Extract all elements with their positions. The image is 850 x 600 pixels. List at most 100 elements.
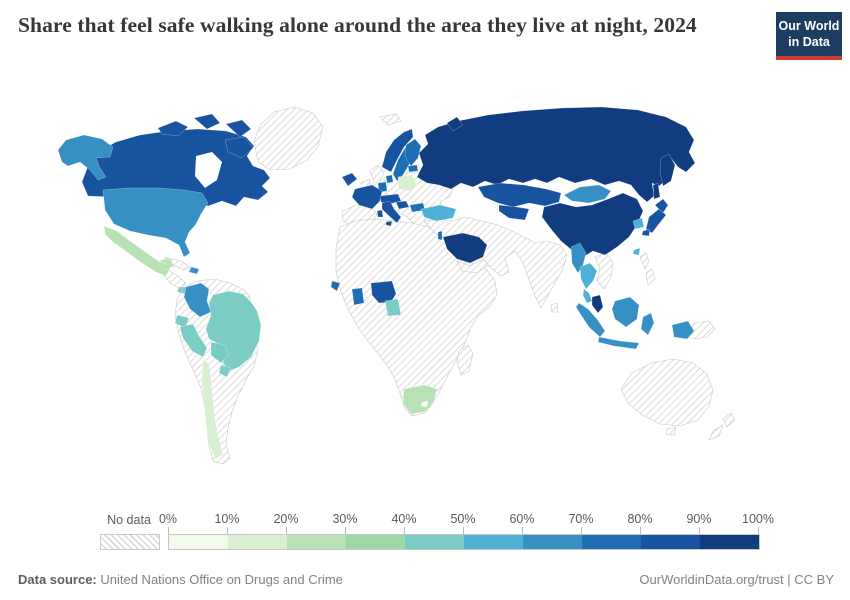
country-usa[interactable] (102, 187, 209, 258)
legend-tick-label-30%: 30% (332, 512, 358, 526)
country-poland[interactable] (397, 174, 418, 192)
country-malaysia[interactable] (591, 294, 604, 314)
country-italy[interactable] (376, 200, 402, 227)
country-chile[interactable] (201, 359, 224, 460)
country-west-papua[interactable] (671, 320, 695, 340)
legend-tick-mark (286, 527, 287, 534)
region-indochina-no-data[interactable] (594, 252, 614, 290)
country-java[interactable] (597, 336, 640, 350)
country-sumatra[interactable] (575, 302, 606, 338)
country-israel[interactable] (437, 230, 443, 241)
legend-segment-0-10%[interactable] (169, 535, 228, 549)
country-novaya-zemlya[interactable] (446, 116, 464, 132)
country-finland[interactable] (404, 138, 422, 167)
region-greenland-no-data[interactable] (253, 106, 324, 171)
legend-segment-90-100%[interactable] (700, 535, 759, 549)
country-sakhalin[interactable] (652, 182, 661, 200)
country-thailand[interactable] (579, 262, 598, 304)
country-norway[interactable] (381, 128, 414, 173)
country-borneo[interactable] (611, 296, 640, 328)
country-estonia[interactable] (407, 164, 419, 173)
legend-tick-mark (345, 527, 346, 534)
region-svalbard-no-data[interactable] (379, 113, 402, 126)
legend-tick-mark (168, 527, 169, 534)
country-iceland[interactable] (341, 172, 358, 187)
country-peru[interactable] (179, 323, 208, 358)
country-mexico[interactable] (103, 225, 175, 277)
legend-segment-40-50%[interactable] (405, 535, 464, 549)
country-turkey[interactable] (420, 204, 457, 222)
country-alaska[interactable] (57, 134, 114, 181)
region-madagascar-no-data[interactable] (456, 344, 474, 376)
legend-tick-label-100%: 100% (742, 512, 774, 526)
country-brazil[interactable] (205, 290, 262, 372)
data-source-line: Data source: United Nations Office on Dr… (18, 572, 343, 587)
country-japan[interactable] (641, 198, 669, 237)
lesotho (421, 401, 428, 407)
page-title: Share that feel safe walking alone aroun… (18, 13, 697, 37)
owid-logo-line2: in Data (788, 35, 830, 50)
region-philippines-no-data[interactable] (639, 252, 656, 286)
country-sulawesi[interactable] (640, 312, 655, 336)
legend-tick-mark (581, 527, 582, 534)
country-sierra-leone[interactable] (330, 280, 341, 292)
legend-segment-10-20%[interactable] (228, 535, 287, 549)
legend-segment-60-70%[interactable] (523, 535, 582, 549)
legend-tick-label-70%: 70% (568, 512, 594, 526)
country-south-korea[interactable] (632, 217, 645, 230)
country-myanmar[interactable] (570, 242, 587, 274)
legend-tick-mark (463, 527, 464, 534)
region-australia-no-data[interactable] (620, 358, 714, 427)
legend-tick-label-80%: 80% (627, 512, 653, 526)
legend-tick-label-0%: 0% (158, 512, 178, 526)
country-croatia-slovenia[interactable] (395, 200, 410, 210)
region-sri-lanka-no-data[interactable] (550, 302, 559, 313)
legend-tick-mark (640, 527, 641, 534)
legend-no-data-swatch[interactable] (100, 534, 160, 550)
attribution-line[interactable]: OurWorldinData.org/trust | CC BY (639, 572, 834, 587)
legend-segment-30-40%[interactable] (346, 535, 405, 549)
legend-tick-mark (699, 527, 700, 534)
country-france[interactable] (351, 184, 383, 210)
legend-segment-20-30%[interactable] (287, 535, 346, 549)
country-dominican-republic[interactable] (188, 266, 200, 275)
country-south-africa[interactable] (402, 384, 438, 415)
map-countries-layer (57, 106, 696, 460)
region-tasmania-no-data[interactable] (665, 426, 677, 436)
country-switzerland-austria[interactable] (379, 193, 402, 205)
country-china[interactable] (541, 192, 644, 258)
legend-segment-50-60%[interactable] (464, 535, 523, 549)
legend-color-bar (168, 534, 760, 550)
owid-logo-line1: Our World (778, 19, 840, 33)
region-new-zealand-no-data[interactable] (708, 412, 736, 441)
data-source-label: Data source: (18, 572, 97, 587)
legend-tick-mark (227, 527, 228, 534)
legend-tick-label-90%: 90% (686, 512, 712, 526)
country-ghana[interactable] (351, 287, 365, 306)
legend-tick-label-20%: 20% (273, 512, 299, 526)
legend-tick-mark (404, 527, 405, 534)
legend-tick-label-50%: 50% (450, 512, 476, 526)
country-kazakhstan[interactable] (477, 182, 562, 208)
legend-segment-80-90%[interactable] (641, 535, 700, 549)
country-saudi-arabia[interactable] (442, 232, 488, 264)
country-uzbekistan[interactable] (498, 204, 530, 221)
country-mongolia[interactable] (563, 184, 612, 204)
map-inland-water-layer (195, 152, 428, 407)
legend-tick-label-40%: 40% (391, 512, 417, 526)
country-arctic-islands[interactable] (157, 113, 254, 159)
owid-logo[interactable]: Our World in Data (776, 12, 842, 60)
hudson-bay (195, 152, 222, 188)
country-taiwan[interactable] (632, 247, 641, 256)
country-bolivia[interactable] (210, 341, 230, 364)
legend-segment-70-80%[interactable] (582, 535, 641, 549)
country-cameroon[interactable] (384, 298, 402, 317)
country-denmark[interactable] (385, 174, 394, 184)
country-russia[interactable] (416, 106, 696, 203)
country-paraguay[interactable] (218, 364, 232, 378)
country-kamchatka[interactable] (659, 153, 676, 187)
legend-tick-label-60%: 60% (509, 512, 535, 526)
legend-no-data-label: No data (107, 513, 151, 527)
